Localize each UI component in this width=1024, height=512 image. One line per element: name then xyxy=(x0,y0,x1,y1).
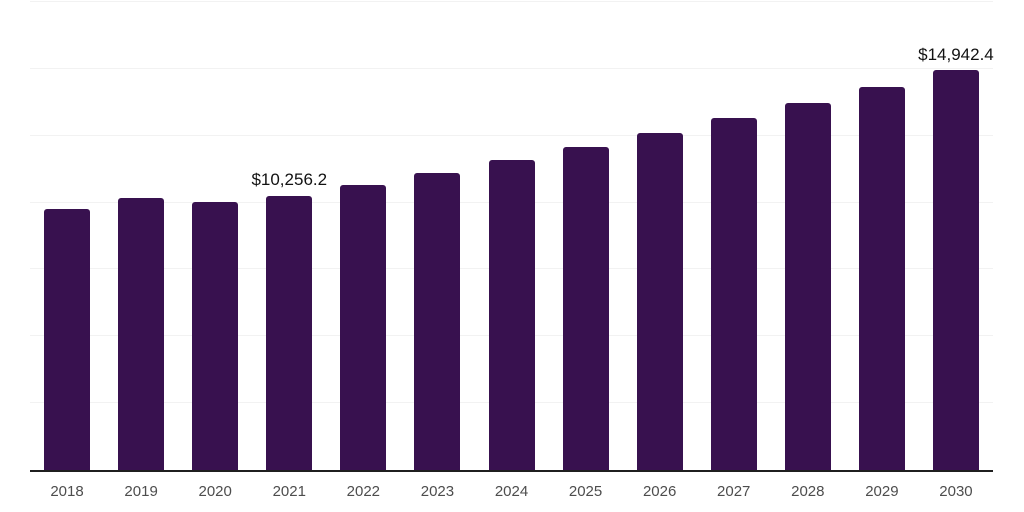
x-tick-label: 2024 xyxy=(494,483,529,500)
bar-2022 xyxy=(340,185,387,470)
x-tick-label: 2028 xyxy=(791,483,825,500)
data-label: $14,942.4 xyxy=(918,44,994,64)
bar-2023 xyxy=(414,172,461,470)
bar-2029 xyxy=(858,87,905,470)
bar-2018 xyxy=(44,208,91,470)
x-tick-label: 2026 xyxy=(642,483,677,500)
data-label: $10,256.2 xyxy=(251,170,328,190)
x-tick-label: 2027 xyxy=(717,483,751,500)
bar-2028 xyxy=(784,102,831,470)
x-tick-label: 2019 xyxy=(124,483,158,500)
bar-2021 xyxy=(266,195,313,470)
gridline xyxy=(30,1,993,2)
x-tick-label: 2023 xyxy=(420,483,455,500)
bar-2030 xyxy=(932,70,979,470)
bar-2024 xyxy=(488,159,535,470)
bar-2026 xyxy=(636,133,683,470)
x-tick-label: 2018 xyxy=(50,483,84,500)
bar-2019 xyxy=(118,197,165,470)
x-tick-label: 2025 xyxy=(568,483,603,500)
gridline xyxy=(30,134,993,136)
bar-2027 xyxy=(710,117,757,470)
x-axis-labels: 2018 2019 2020 2021 2022 2023 2024 2025 2026 2027… xyxy=(30,483,993,505)
gridline xyxy=(30,67,993,69)
plot-area: $10,256.2 $14,942.4 xyxy=(30,1,994,472)
x-tick-label: 2022 xyxy=(346,483,381,500)
bar-2020 xyxy=(192,201,239,470)
x-tick-label: 2021 xyxy=(272,483,306,500)
x-tick-label: 2020 xyxy=(198,483,232,500)
x-tick-label: 2030 xyxy=(939,483,973,500)
bar-2025 xyxy=(562,146,609,470)
x-tick-label: 2029 xyxy=(865,483,899,500)
